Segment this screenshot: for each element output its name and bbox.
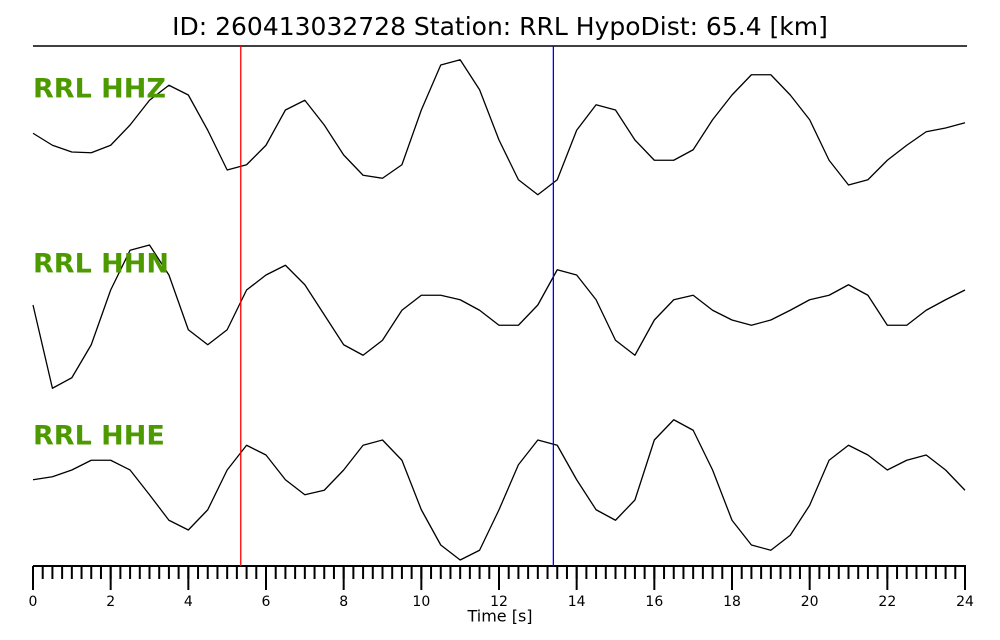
x-tick-label: 20 — [801, 594, 819, 610]
x-tick-label: 2 — [106, 594, 115, 610]
x-tick-label: 10 — [412, 594, 430, 610]
x-tick-label: 4 — [184, 594, 193, 610]
trace — [32, 59, 966, 196]
x-tick-label: 16 — [645, 594, 663, 610]
x-tick-label: 0 — [29, 594, 38, 610]
x-tick-label: 6 — [262, 594, 271, 610]
trace — [32, 244, 966, 389]
x-tick-label: 8 — [339, 594, 348, 610]
x-tick-label: 24 — [956, 594, 974, 610]
x-tick-label: 18 — [723, 594, 741, 610]
x-tick-label: 12 — [490, 594, 508, 610]
trace-label: RRL HHN — [33, 249, 169, 280]
trace-label: RRL HHE — [33, 421, 165, 452]
x-axis-label: Time [s] — [466, 607, 532, 626]
chart-title: ID: 260413032728 Station: RRL HypoDist: … — [172, 12, 828, 41]
x-tick-label: 14 — [568, 594, 586, 610]
trace-label: RRL HHZ — [33, 74, 166, 105]
x-tick-label: 22 — [878, 594, 896, 610]
trace — [32, 419, 966, 561]
